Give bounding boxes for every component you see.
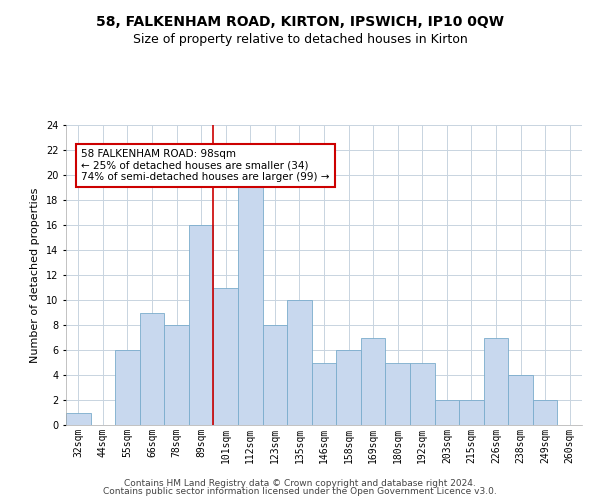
Text: 58, FALKENHAM ROAD, KIRTON, IPSWICH, IP10 0QW: 58, FALKENHAM ROAD, KIRTON, IPSWICH, IP1… xyxy=(96,15,504,29)
Text: Size of property relative to detached houses in Kirton: Size of property relative to detached ho… xyxy=(133,32,467,46)
Bar xyxy=(508,375,533,425)
Y-axis label: Number of detached properties: Number of detached properties xyxy=(31,188,40,362)
Bar xyxy=(115,350,140,425)
Bar xyxy=(66,412,91,425)
Bar xyxy=(434,400,459,425)
Text: Contains public sector information licensed under the Open Government Licence v3: Contains public sector information licen… xyxy=(103,487,497,496)
Bar xyxy=(533,400,557,425)
Text: Contains HM Land Registry data © Crown copyright and database right 2024.: Contains HM Land Registry data © Crown c… xyxy=(124,478,476,488)
Bar xyxy=(312,362,336,425)
Bar xyxy=(238,175,263,425)
Bar xyxy=(484,338,508,425)
Bar xyxy=(361,338,385,425)
Bar xyxy=(336,350,361,425)
Bar xyxy=(189,225,214,425)
Bar xyxy=(164,325,189,425)
Bar xyxy=(410,362,434,425)
Bar xyxy=(385,362,410,425)
Text: 58 FALKENHAM ROAD: 98sqm
← 25% of detached houses are smaller (34)
74% of semi-d: 58 FALKENHAM ROAD: 98sqm ← 25% of detach… xyxy=(82,149,330,182)
Bar xyxy=(140,312,164,425)
Bar xyxy=(459,400,484,425)
Bar xyxy=(287,300,312,425)
Bar xyxy=(263,325,287,425)
Bar xyxy=(214,288,238,425)
